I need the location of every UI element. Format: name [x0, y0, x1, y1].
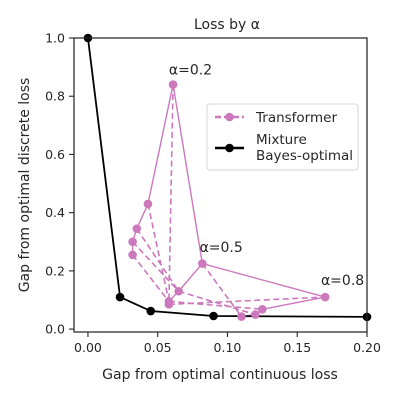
transformer-solid-segment — [147, 84, 174, 205]
y-tick-label: 1.0 — [45, 31, 65, 46]
y-axis-ticks: 0.0 0.2 0.4 0.6 0.8 1.0 — [45, 31, 74, 337]
transformer-solid-segment — [202, 262, 326, 298]
mixture-point — [146, 306, 156, 316]
y-tick-label: 0.2 — [45, 263, 65, 278]
transformer-dashed-segment — [132, 241, 180, 292]
transformer-point — [128, 237, 137, 247]
y-axis-title: Gap from optimal discrete loss — [17, 78, 33, 293]
transformer-point — [198, 259, 207, 268]
chart-title: Loss by α — [194, 17, 260, 33]
transformer-point — [237, 312, 246, 321]
x-axis-title: Gap from optimal continuous loss — [102, 367, 338, 383]
alpha-annotation: α=0.5 — [200, 240, 243, 256]
x-tick-label: 0.05 — [144, 340, 172, 355]
y-tick-label: 0.6 — [45, 147, 65, 162]
transformer-point — [251, 310, 260, 319]
legend-label-mixture: Mixture Bayes-optimal — [256, 132, 353, 164]
alpha-annotation: α=0.2 — [169, 62, 212, 78]
transformer-dashed-segment — [201, 263, 243, 318]
transformer-solid-segment — [172, 84, 204, 264]
alpha-annotation: α=0.8 — [321, 273, 364, 289]
plot-frame — [73, 37, 368, 333]
transformer-dashed-segment — [136, 228, 180, 292]
transformer-dashed-segment — [168, 84, 174, 305]
transformer-point — [258, 304, 267, 314]
y-tick-label: 0.4 — [45, 205, 65, 220]
mixture-point — [209, 311, 218, 321]
x-tick-label: 0.00 — [74, 340, 102, 355]
x-tick-label: 0.15 — [283, 340, 311, 355]
transformer-dashed-segment — [147, 203, 170, 302]
transformer-dashed-segment — [168, 300, 263, 311]
transformer-dashed-segment — [131, 254, 170, 302]
transformer-point — [132, 224, 142, 233]
x-axis-ticks: 0.00 0.05 0.10 0.15 0.20 — [74, 332, 381, 355]
plot-annotations: α=0.2 α=0.5 α=0.8 — [169, 62, 364, 288]
y-tick-label: 0.8 — [45, 89, 65, 104]
legend-box — [206, 103, 359, 171]
transformer-point — [168, 80, 178, 89]
x-tick-label: 0.20 — [353, 340, 381, 355]
legend-label-transformer: Transformer — [255, 110, 337, 126]
transformer-point — [143, 199, 153, 209]
plot-markers — [83, 33, 372, 322]
transformer-solid-segment — [178, 263, 203, 292]
transformer-solid-segment — [262, 296, 326, 310]
transformer-dashed-segment — [168, 296, 326, 306]
x-tick-label: 0.10 — [214, 340, 242, 355]
mixture-point — [115, 292, 125, 302]
transformer-solid-segment — [136, 203, 149, 229]
transformer-point — [128, 250, 137, 260]
transformer-point — [320, 292, 330, 302]
legend-mixture-marker — [225, 143, 234, 153]
legend: Transformer Mixture Bayes-optimal — [206, 103, 359, 171]
transformer-point — [164, 300, 174, 309]
y-tick-label: 0.0 — [45, 322, 65, 337]
legend-transformer-marker — [225, 112, 234, 122]
transformer-point — [174, 286, 183, 296]
